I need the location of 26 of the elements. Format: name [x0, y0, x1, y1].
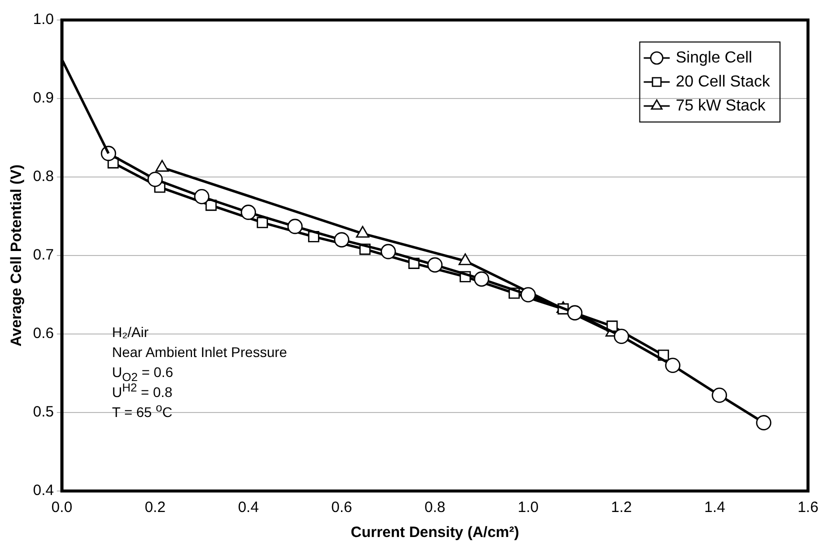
- x-tick-label: 0.6: [331, 499, 352, 516]
- legend-label: 20 Cell Stack: [676, 73, 771, 90]
- legend-label: Single Cell: [676, 49, 752, 66]
- y-tick-label: 0.5: [32, 404, 54, 421]
- x-tick-label: 0.8: [424, 499, 446, 516]
- x-tick-label: 1.2: [611, 499, 632, 516]
- y-tick-label: 0.8: [32, 168, 54, 186]
- legend-label: 75 kW Stack: [676, 97, 767, 114]
- y-tick-label: 1.0: [32, 11, 54, 28]
- x-tick-label: 0.2: [144, 499, 166, 516]
- y-tick-label: 0.4: [32, 482, 54, 500]
- x-tick-label: 1.0: [518, 499, 539, 516]
- x-tick-label: 1.4: [704, 499, 726, 516]
- annotation: H₂/Air: [112, 323, 150, 342]
- y-tick-label: 0.9: [32, 90, 54, 107]
- y-tick-label: 0.7: [32, 246, 54, 264]
- annotation: T = 65 $^{o}$C: [112, 401, 174, 422]
- y-tick-label: 0.6: [32, 325, 54, 342]
- x-tick-label: 0.4: [238, 499, 259, 516]
- annotation: U$^{H2}$ = 0.8: [112, 381, 174, 402]
- x-tick-label: 1.6: [798, 499, 818, 516]
- x-axis-title: Current Density (A/cm²): [350, 524, 520, 542]
- annotation: U$_{O2}$ = 0.6: [112, 363, 174, 384]
- annotation: Near Ambient Inlet Pressure: [112, 343, 288, 362]
- x-tick-label: 0.0: [51, 499, 72, 516]
- y-axis-title: Average Cell Potential (V): [8, 164, 26, 346]
